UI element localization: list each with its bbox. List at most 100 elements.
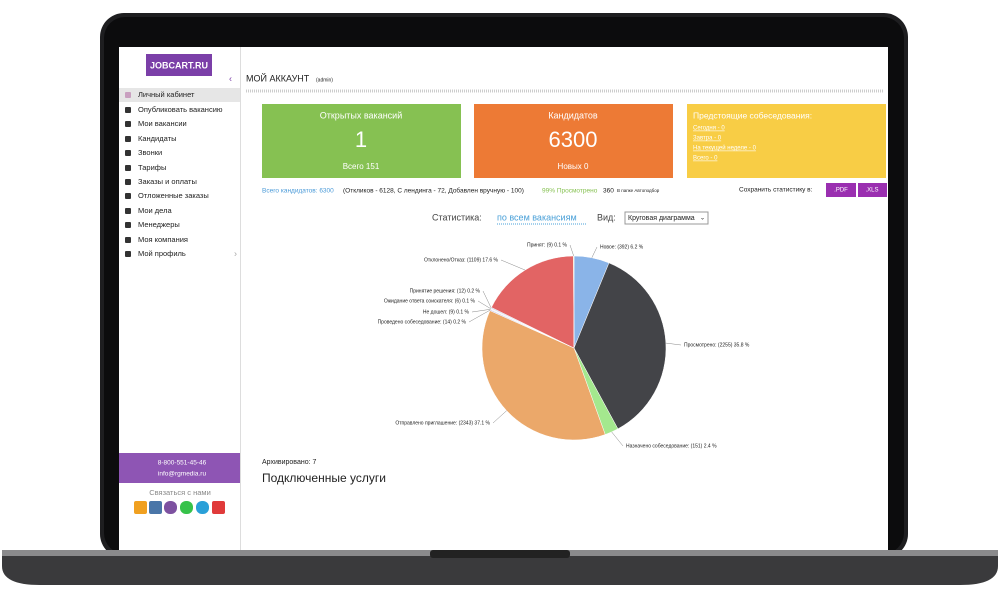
menu-icon: [125, 208, 131, 214]
autopick-count: 360: [603, 188, 614, 195]
active-item: [119, 88, 240, 102]
view-value[interactable]: Круговая диаграмма: [628, 215, 695, 222]
menu-item[interactable]: Отложенные заказы: [138, 191, 209, 200]
sidebar-border: [240, 47, 241, 550]
menu-item[interactable]: Личный кабинет: [138, 90, 195, 99]
menu-item[interactable]: Мои дела: [138, 206, 172, 215]
menu-item[interactable]: Опубликовать вакансию: [138, 105, 223, 114]
details: (Откликов - 6128, С лендинга - 72, Добав…: [343, 187, 524, 195]
slice-label: Принят: (9) 0.1 %: [527, 242, 568, 248]
leader-line: [492, 410, 507, 424]
menu-icon: [125, 251, 131, 257]
menu-icon: [125, 107, 131, 113]
card-title: Предстоящие собеседования:: [693, 110, 812, 120]
viewed: 99% Просмотрено: [542, 188, 598, 195]
logo: JOBCART.RU: [150, 60, 208, 70]
viber-icon[interactable]: [164, 501, 177, 514]
menu-icon: [125, 193, 131, 199]
leader-line: [471, 309, 491, 313]
card-interviews: [687, 104, 886, 178]
interview-link[interactable]: Всего - 0: [693, 156, 718, 162]
email: info@rgmedia.ru: [158, 471, 207, 478]
pie-slice: [573, 255, 575, 349]
leader-line: [482, 290, 492, 309]
vk-icon[interactable]: [149, 501, 162, 514]
menu-item[interactable]: Моя компания: [138, 235, 188, 244]
pie-slice: [573, 262, 667, 430]
telegram-icon[interactable]: [196, 501, 209, 514]
phone: 8-800-551-45-46: [158, 460, 207, 467]
card-title: Кандидатов: [548, 110, 598, 120]
chat-icon[interactable]: [134, 501, 147, 514]
slice-label: Отклонено/Отказ: (1109) 17.6 %: [424, 257, 499, 263]
card-footer: Новых 0: [558, 162, 589, 171]
card-footer: Всего 151: [343, 162, 380, 171]
card-vacancies: [262, 104, 461, 178]
menu-icon: [125, 136, 131, 142]
pdf-button[interactable]: [826, 183, 856, 197]
role: (admin): [316, 77, 333, 83]
slice-label: Отправлено приглашение: (2343) 37.1 %: [395, 420, 490, 426]
view-label: Вид:: [597, 212, 616, 222]
slice-label: Назначено собеседование: (151) 2.4 %: [626, 443, 717, 449]
pie-slice: [481, 310, 606, 441]
menu-item[interactable]: Тарифы: [138, 163, 166, 172]
laptop-base: [2, 550, 998, 585]
logo-box: [146, 54, 212, 76]
leader-line: [611, 431, 624, 447]
xls-label[interactable]: .XLS: [865, 188, 878, 194]
menu-item[interactable]: Звонки: [138, 148, 162, 157]
collapse-icon[interactable]: ‹: [229, 73, 232, 83]
archived: Архивировано: 7: [262, 459, 316, 466]
menu-icon: [125, 165, 131, 171]
leader-line: [500, 259, 526, 271]
leader-line: [569, 244, 574, 257]
menu-item[interactable]: Мой профиль: [138, 249, 186, 258]
services-title: Подключенные услуги: [262, 471, 386, 485]
autopick: В папке Автоподбор: [617, 188, 660, 193]
interview-link[interactable]: Сегодня - 0: [693, 126, 725, 132]
interview-link[interactable]: На текущей неделе - 0: [693, 145, 757, 152]
menu-icon: [125, 237, 131, 243]
card-value: 1: [355, 127, 367, 152]
contact-title: Связаться с нами: [149, 488, 211, 497]
menu-icon: [125, 179, 131, 185]
scope-link[interactable]: по всем вакансиям: [497, 212, 577, 222]
slice-label: Новое: (392) 6.2 %: [600, 244, 644, 250]
view-select[interactable]: [624, 211, 709, 225]
leader-line: [477, 300, 491, 309]
leader-line: [665, 342, 682, 346]
slice-label: Ожидание ответа соискателя: (6) 0.1 %: [384, 298, 476, 304]
contact-box: [119, 453, 240, 483]
xls-button[interactable]: [858, 183, 887, 197]
chevron: ›: [234, 248, 237, 258]
page-title: МОЙ АККАУНТ: [246, 72, 310, 83]
leader-line: [591, 246, 598, 258]
menu-item[interactable]: Менеджеры: [138, 220, 180, 229]
card-candidates: [474, 104, 673, 178]
total-candidates[interactable]: Всего кандидатов: 6300: [262, 188, 334, 195]
menu-icon: [125, 150, 131, 156]
pdf-label[interactable]: .PDF: [834, 188, 848, 194]
menu-icon: [125, 222, 131, 228]
slice-label: Не дошел: (9) 0.1 %: [423, 309, 470, 315]
card-title: Открытых вакансий: [320, 110, 402, 120]
mail-icon[interactable]: [212, 501, 225, 514]
menu-icon: [125, 121, 131, 127]
stats-label: Статистика:: [432, 212, 482, 222]
menu-item[interactable]: Мои вакансии: [138, 119, 187, 128]
leader-line: [468, 309, 491, 323]
menu-item[interactable]: Кандидаты: [138, 134, 176, 143]
pie-slice: [491, 255, 575, 349]
slice-label: Просмотрено: (2255) 35.8 %: [684, 342, 750, 348]
menu-item[interactable]: Заказы и оплаты: [138, 177, 197, 186]
slice-label: Проведено собеседование: (14) 0.2 %: [378, 319, 467, 325]
card-value: 6300: [549, 127, 598, 152]
notch: [430, 550, 570, 558]
select-arrow: ⌄: [700, 216, 705, 222]
whatsapp-icon[interactable]: [180, 501, 193, 514]
slice-label: Принятие решения: (12) 0.2 %: [410, 288, 481, 294]
social-icons: [134, 501, 225, 514]
interview-link[interactable]: Завтра - 0: [693, 136, 722, 142]
